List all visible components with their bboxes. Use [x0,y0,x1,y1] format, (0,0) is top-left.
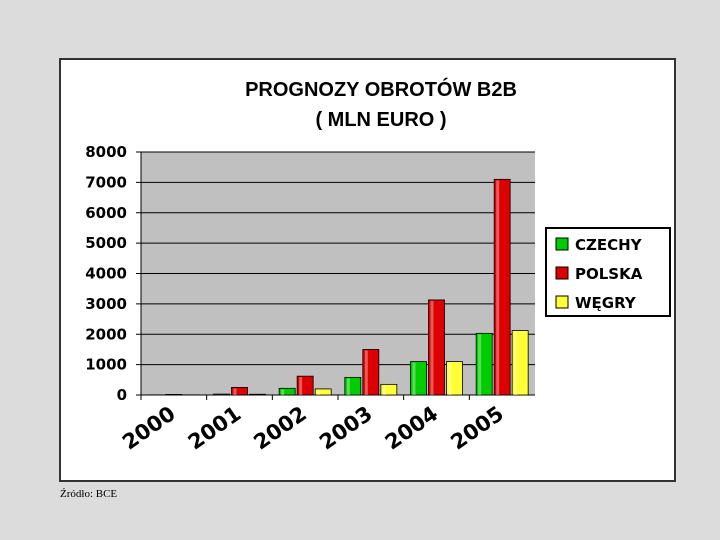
x-axis-ticks: 2000 2001 2002 2003 2004 2005 [118,401,508,454]
y-tick-label: 8000 [85,143,127,161]
bar-węgry-2001 [249,393,266,396]
y-axis-ticks: 0 1000 2000 3000 4000 5000 6000 7000 8000 [85,143,127,404]
bar [475,332,493,396]
bar-highlight [514,331,518,395]
bar [362,349,380,396]
bar [344,376,362,396]
y-tick-label: 2000 [85,325,127,343]
bar-czechy-2002 [278,387,296,396]
bar-highlight [382,385,386,395]
bar [410,361,427,396]
bar [380,383,398,396]
bar [511,330,529,396]
bar-highlight [281,389,285,395]
y-tick-label: 4000 [85,265,127,283]
source-note: Źródło: BCE [60,488,118,500]
x-tick-label: 2004 [381,401,443,454]
bar [428,299,445,396]
bar-highlight [430,300,434,395]
chart-frame: PROGNOZY OBROTÓW B2B ( MLN EURO ) 0 1000 2… [59,58,676,482]
legend: CZECHY POLSKA WĘGRY [545,227,671,317]
bar [314,388,332,396]
bar [249,393,266,396]
bar [231,387,248,396]
bar-highlight [412,362,416,395]
bar-polska-2001 [231,387,248,396]
grid-layer [136,151,535,400]
bar-highlight [317,389,321,395]
bar-polska-2000 [165,393,183,396]
bar-highlight [478,334,482,395]
x-tick-label: 2002 [249,401,311,454]
y-tick-label: 7000 [85,173,127,191]
legend-swatch-czechy [555,237,569,251]
y-tick-label: 3000 [85,295,127,313]
bar [446,361,463,396]
bar-węgry-2003 [380,383,398,396]
bar-węgry-2005 [511,330,529,396]
y-tick-label: 6000 [85,204,127,222]
bar-czechy-2005 [475,332,493,396]
bar-polska-2002 [296,375,314,396]
legend-label-węgry: WĘGRY [575,294,637,312]
chart-title-line-2: ( MLN EURO ) [315,109,446,131]
bar-węgry-2002 [314,388,332,396]
x-tick-label: 2000 [118,401,180,454]
bar-highlight [448,362,452,395]
bar-czechy-2001 [213,393,230,396]
bar-czechy-2003 [344,376,362,396]
chart-svg: PROGNOZY OBROTÓW B2B ( MLN EURO ) 0 1000 2… [85,77,671,455]
bar [493,178,511,396]
legend-label-czechy: CZECHY [575,236,643,254]
bar [296,375,314,396]
bar [165,393,183,396]
bar-layer [147,178,529,396]
y-tick-label: 0 [117,386,127,404]
legend-swatch-węgry [555,295,569,309]
x-tick-label: 2003 [315,401,377,454]
bar-czechy-2004 [410,361,427,396]
x-tick-label: 2005 [446,401,508,454]
bar-polska-2004 [428,299,445,396]
legend-swatch-polska [555,266,569,280]
bar-highlight [346,378,350,395]
bar-highlight [233,388,237,395]
legend-label-polska: POLSKA [575,265,643,283]
bar-polska-2005 [493,178,511,396]
x-tick-label: 2001 [184,401,246,454]
bar [278,387,296,396]
bar-highlight [496,180,500,395]
bar-polska-2003 [362,349,380,396]
bar-highlight [299,377,303,395]
bar-węgry-2004 [446,361,463,396]
y-tick-label: 5000 [85,234,127,252]
y-tick-label: 1000 [85,356,127,374]
bar-highlight [364,350,368,395]
chart-title-line-1: PROGNOZY OBROTÓW B2B [245,77,517,101]
bar [213,393,230,396]
